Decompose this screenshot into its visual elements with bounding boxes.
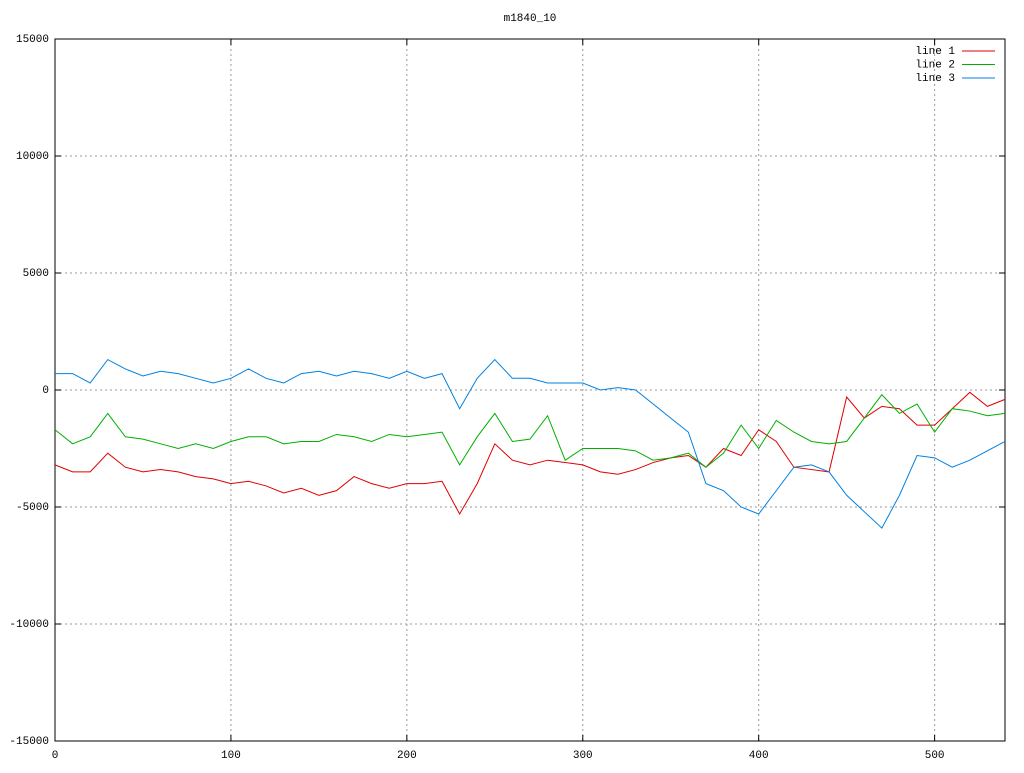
y-tick-label: -10000	[9, 619, 49, 631]
y-tick-label: 5000	[23, 268, 49, 280]
x-tick-label: 400	[749, 750, 769, 762]
data-line	[55, 358, 1006, 529]
legend-label: line 1	[915, 46, 955, 58]
x-tick-label: 100	[221, 750, 241, 762]
plot-frame	[54, 38, 1006, 742]
x-tick-label: 0	[52, 750, 59, 762]
legend-label: line 2	[915, 59, 955, 71]
legend-label: line 3	[915, 73, 955, 85]
x-tick-label: 500	[925, 750, 945, 762]
chart-title: m1840_10	[504, 13, 557, 25]
y-tick-label: 15000	[16, 34, 49, 46]
x-tick-label: 200	[397, 750, 417, 762]
y-tick-label: -15000	[9, 736, 49, 748]
y-tick-label: -5000	[16, 502, 49, 514]
data-line	[54, 393, 1006, 468]
x-tick-label: 300	[573, 750, 593, 762]
y-tick-label: 0	[42, 385, 49, 397]
data-line	[54, 391, 1006, 516]
y-tick-label: 10000	[16, 151, 49, 163]
